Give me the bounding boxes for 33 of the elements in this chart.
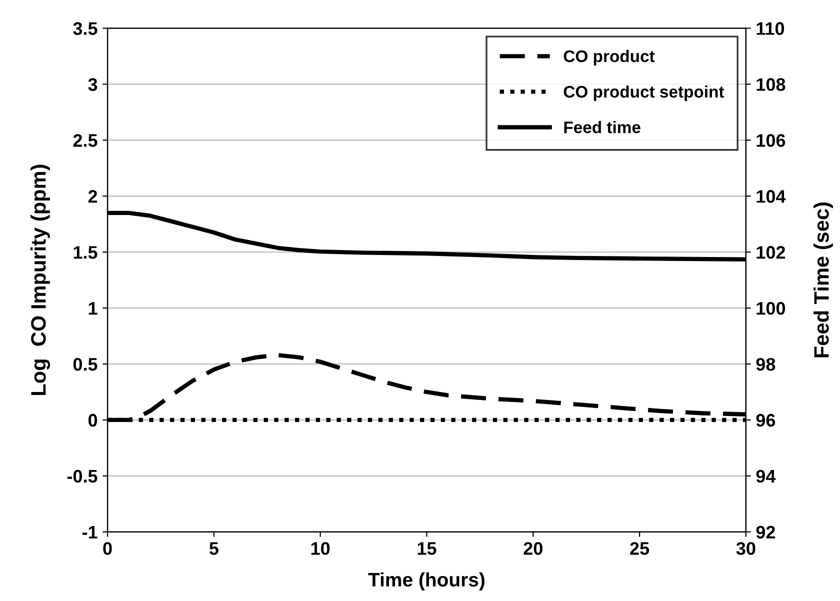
legend-label: Feed time	[564, 120, 640, 134]
y2-tick-label: 100	[756, 302, 786, 315]
y-tick-label: 0	[88, 414, 98, 427]
x-tick-label: 20	[524, 542, 542, 555]
x-tick-label: 10	[311, 542, 330, 555]
y-tick-label: 2	[88, 190, 98, 203]
y-tick-label: -1	[82, 526, 98, 538]
y2-tick-label: 104	[756, 190, 786, 203]
x-tick-label: 15	[418, 542, 436, 555]
y2-axis-title: Feed Time (sec)	[814, 202, 833, 358]
y-tick-label: 1	[88, 302, 98, 315]
y2-tick-label: 96	[756, 414, 776, 427]
y-tick-label: 3.5	[73, 22, 98, 35]
x-axis-title: Time (hours)	[368, 572, 484, 590]
y-tick-label: 1.5	[74, 246, 98, 259]
legend-label: CO product setpoint	[564, 85, 724, 101]
x-tick-label: 5	[209, 542, 218, 555]
x-tick-label: 0	[103, 542, 112, 555]
y2-tick-label: 94	[756, 470, 776, 483]
x-tick-label: 25	[630, 542, 650, 555]
y-tick-label: 2.5	[73, 134, 98, 147]
y2-tick-label: 92	[756, 526, 775, 539]
y2-tick-label: 102	[756, 246, 786, 259]
y-axis-title: Log CO Impurity (ppm)	[30, 164, 50, 395]
y2-tick-label: 98	[756, 358, 776, 371]
legend-label: CO product	[564, 50, 655, 66]
y-tick-label: 3	[88, 78, 98, 91]
y2-tick-label: 106	[756, 134, 786, 147]
y-tick-label: -0.5	[67, 470, 98, 483]
y2-tick-label: 110	[756, 22, 784, 35]
y-tick-label: 0.5	[73, 358, 98, 371]
y2-tick-label: 108	[756, 78, 786, 91]
x-tick-label: 30	[736, 542, 756, 555]
